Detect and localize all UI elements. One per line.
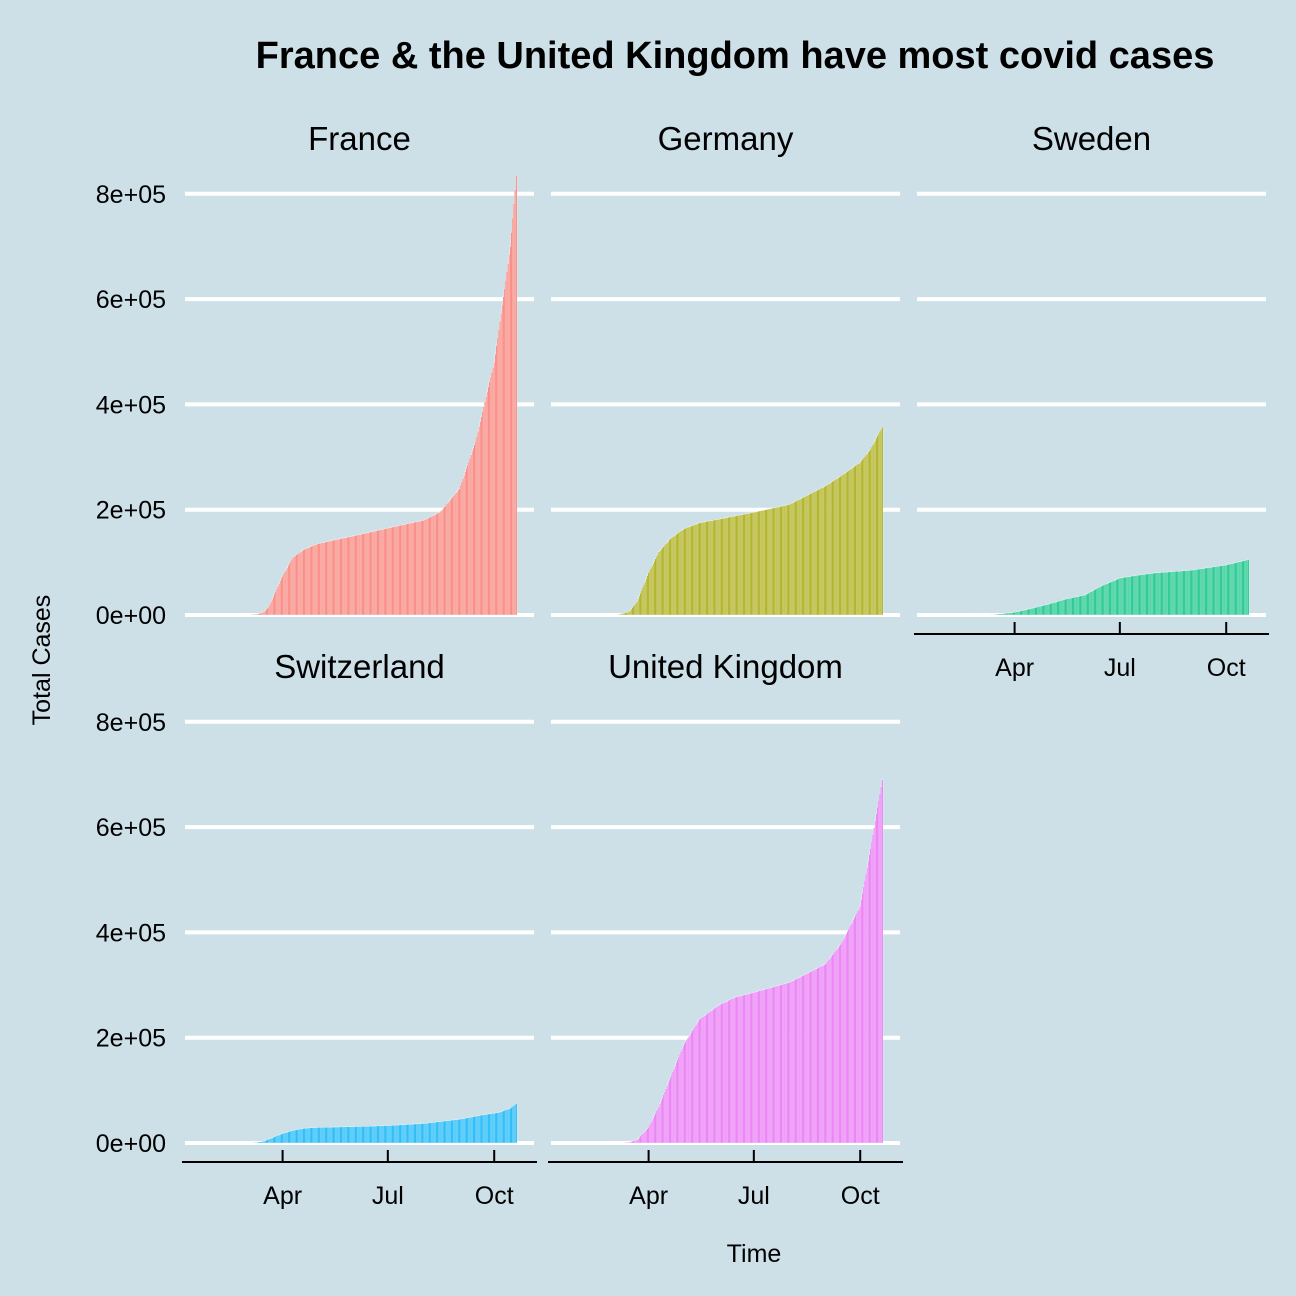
facet-panels: France 0e+00 2e+05 4e+05 6e+05 8e+05 Germany Sw… (96, 120, 1269, 1210)
facet-panel-switzerland: Switzerland 0e+00 2e+05 4e+05 6e+05 8e+05 Apr J… (96, 648, 537, 1210)
facet-panel-sweden: Sweden Apr Jul Oct (914, 120, 1269, 682)
y-tick-label: 0e+00 (96, 602, 166, 630)
y-tick-label: 8e+05 (96, 181, 166, 209)
facet-panel-germany: Germany (551, 120, 900, 617)
bar (515, 175, 518, 616)
y-tick-label: 4e+05 (96, 919, 166, 947)
facet-title: United Kingdom (608, 648, 843, 685)
facet-panel-france: France 0e+00 2e+05 4e+05 6e+05 8e+05 (96, 120, 534, 630)
y-tick-label: 2e+05 (96, 1025, 166, 1053)
facet-panel-united-kingdom: United Kingdom Apr Jul Oct (548, 648, 903, 1210)
x-tick-label: Jul (372, 1182, 404, 1210)
facet-title: Germany (658, 120, 794, 157)
bar (881, 426, 884, 616)
x-tick-label: Oct (1207, 654, 1246, 682)
x-axis-title: Time (727, 1240, 782, 1268)
x-tick-label: Oct (841, 1182, 880, 1210)
facet-title: Switzerland (274, 648, 445, 685)
x-tick-label: Apr (995, 654, 1034, 682)
x-tick-label: Jul (1104, 654, 1136, 682)
y-tick-label: 4e+05 (96, 391, 166, 419)
y-axis-title: Total Cases (28, 595, 56, 726)
facet-title: France (308, 120, 411, 157)
chart-title: France & the United Kingdom have most co… (256, 35, 1215, 77)
facet-title: Sweden (1032, 120, 1151, 157)
y-tick-label: 0e+00 (96, 1130, 166, 1158)
bar (881, 779, 884, 1144)
y-tick-label: 6e+05 (96, 286, 166, 314)
bar (1247, 559, 1250, 616)
x-tick-label: Apr (263, 1182, 302, 1210)
y-tick-label: 6e+05 (96, 814, 166, 842)
y-tick-label: 8e+05 (96, 709, 166, 737)
x-tick-label: Oct (475, 1182, 514, 1210)
x-tick-label: Jul (738, 1182, 770, 1210)
bar (515, 1103, 518, 1144)
y-tick-label: 2e+05 (96, 497, 166, 525)
x-tick-label: Apr (629, 1182, 668, 1210)
